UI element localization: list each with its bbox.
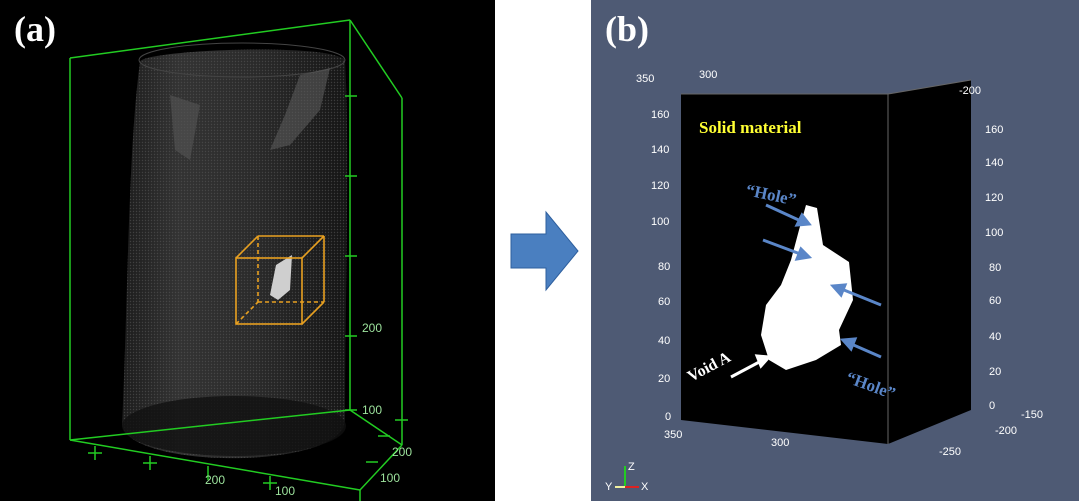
panel-b-render: 160 140 120 100 80 60 40 20 0 160 140 12… — [605, 69, 1043, 493]
orientation-triad: Z X Y — [605, 461, 649, 493]
hole-arrows — [762, 203, 882, 359]
left-tick-0: 0 — [665, 411, 671, 423]
panel-a-ct-volume: 200 100 200 100 200 100 (a) — [0, 0, 495, 501]
right-axis: 160 140 120 100 80 60 40 20 0 — [985, 124, 1003, 412]
right-arrow-icon — [510, 210, 579, 292]
right-tick-140: 140 — [985, 157, 1003, 169]
right-tick-80: 80 — [989, 262, 1001, 274]
green-bounding-box — [69, 19, 408, 501]
arrow-head-icon — [839, 337, 858, 352]
arrow-head-icon — [754, 354, 773, 369]
left-tick-140: 140 — [651, 144, 669, 156]
void-a-arrow — [730, 354, 773, 379]
bottom-right-tick-minus150: -150 — [1021, 409, 1043, 421]
right-tick-0: 0 — [989, 400, 995, 412]
bottom-right-tick-minus200: -200 — [995, 425, 1017, 437]
left-tick-60: 60 — [658, 296, 670, 308]
tick-label-a-y-200: 200 — [392, 445, 412, 459]
panel-a-render: 200 100 200 100 200 100 — [69, 19, 412, 501]
triad-x-label: X — [641, 481, 649, 493]
arrow-head-icon — [794, 246, 813, 261]
tick-label-a-z-200: 200 — [362, 321, 382, 335]
top-tick-350: 350 — [636, 73, 654, 85]
left-tick-40: 40 — [658, 335, 670, 347]
left-tick-80: 80 — [658, 261, 670, 273]
specimen-cylinder — [122, 42, 348, 459]
tick-label-a-x-200: 200 — [205, 473, 225, 487]
right-tick-100: 100 — [985, 227, 1003, 239]
bottom-axis: 350 300 -150 -200 -250 — [664, 409, 1043, 458]
tick-label-a-z-100: 100 — [362, 403, 382, 417]
left-tick-20: 20 — [658, 373, 670, 385]
top-axis: 350 300 -200 — [636, 69, 981, 97]
triad-y-label: Y — [605, 481, 613, 493]
right-tick-160: 160 — [985, 124, 1003, 136]
triad-z-label: Z — [628, 461, 635, 473]
panel-b-label: (b) — [605, 9, 649, 49]
right-tick-60: 60 — [989, 295, 1001, 307]
solid-material-label: Solid material — [699, 118, 802, 137]
top-tick-minus200: -200 — [959, 85, 981, 97]
bottom-tick-300: 300 — [771, 437, 789, 449]
left-tick-160: 160 — [651, 109, 669, 121]
top-tick-300: 300 — [699, 69, 717, 81]
panel-b-void-render: 160 140 120 100 80 60 40 20 0 160 140 12… — [591, 0, 1079, 501]
right-tick-20: 20 — [989, 366, 1001, 378]
tick-label-a-x-100: 100 — [275, 484, 295, 498]
void-a-shape — [761, 205, 853, 370]
arrow-head-icon — [829, 283, 848, 298]
tick-label-a-y-100: 100 — [380, 471, 400, 485]
left-axis: 160 140 120 100 80 60 40 20 0 — [651, 109, 671, 423]
left-tick-120: 120 — [651, 180, 669, 192]
arrow-head-icon — [794, 212, 812, 227]
roi-cube — [235, 235, 325, 325]
bottom-right-tick-minus250: -250 — [939, 446, 961, 458]
bottom-tick-350: 350 — [664, 429, 682, 441]
right-tick-40: 40 — [989, 331, 1001, 343]
left-tick-100: 100 — [651, 216, 669, 228]
panel-a-label: (a) — [14, 9, 56, 49]
right-tick-120: 120 — [985, 192, 1003, 204]
